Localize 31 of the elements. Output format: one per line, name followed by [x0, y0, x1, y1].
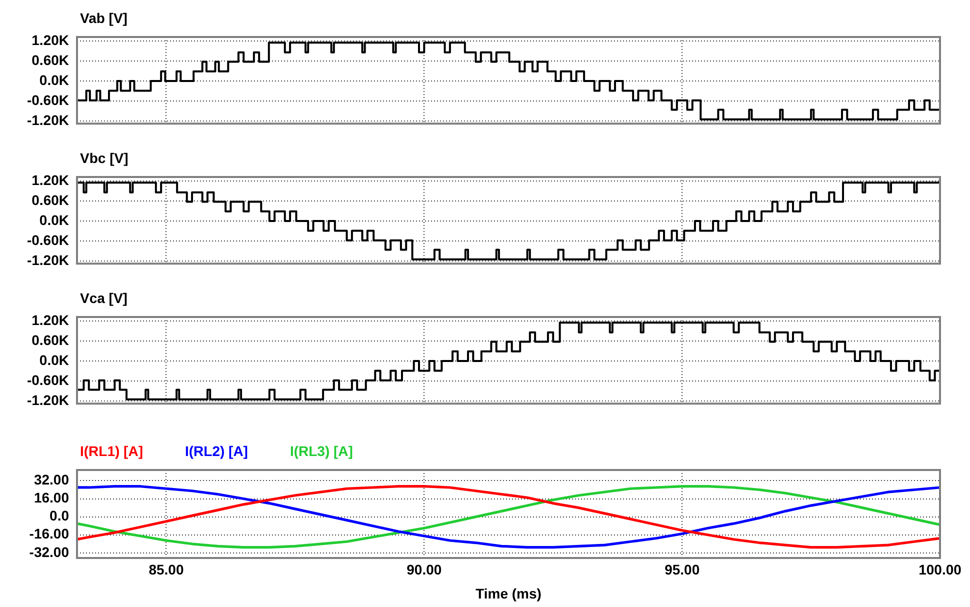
y-tick-label: 32.00 — [34, 472, 70, 488]
x-tick-label: 90.00 — [406, 561, 442, 578]
y-tick-label: -1.20K — [26, 112, 69, 128]
y-tick-label: -1.20K — [26, 252, 69, 268]
x-tick-label: 85.00 — [148, 561, 184, 578]
x-axis-title: Time (ms) — [476, 585, 542, 602]
y-tick-label: -0.60K — [26, 92, 69, 108]
y-tick-label: 1.20K — [32, 172, 69, 188]
y-tick-label: 16.00 — [34, 490, 70, 506]
x-tick-label: 100.00 — [918, 561, 962, 578]
y-tick-label: 0.60K — [32, 52, 69, 68]
chart-title: Vbc [V] — [80, 150, 128, 166]
y-tick-label: 0.60K — [32, 332, 69, 348]
y-tick-label: -0.60K — [26, 232, 69, 248]
y-tick-label: 0.0K — [39, 212, 69, 228]
y-tick-label: 0.0 — [50, 508, 70, 524]
y-tick-label: 0.60K — [32, 192, 69, 208]
chart-title: Vab [V] — [80, 10, 128, 26]
y-tick-label: 0.0K — [39, 352, 69, 368]
chart-title: Vca [V] — [80, 290, 128, 306]
y-tick-label: -16.00 — [29, 526, 70, 542]
y-tick-label: 1.20K — [32, 32, 69, 48]
text: I(RL1) [A] — [80, 443, 143, 459]
y-tick-label: -1.20K — [26, 392, 69, 408]
text: I(RL3) [A] — [290, 443, 353, 459]
y-tick-label: 0.0K — [39, 72, 69, 88]
y-tick-label: 1.20K — [32, 312, 69, 328]
y-tick-label: -0.60K — [26, 372, 69, 388]
text: I(RL2) [A] — [184, 443, 248, 459]
x-tick-label: 95.00 — [664, 561, 700, 578]
y-tick-label: -32.00 — [29, 544, 70, 560]
